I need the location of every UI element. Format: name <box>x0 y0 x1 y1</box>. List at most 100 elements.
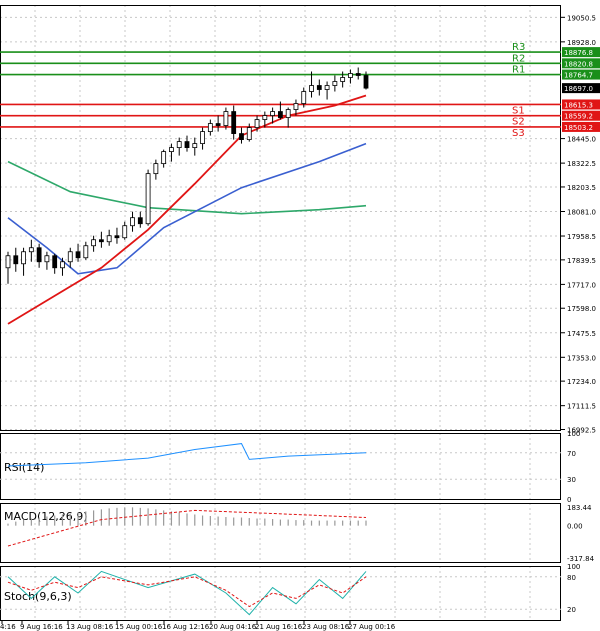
candle <box>67 247 73 268</box>
candle-body <box>106 235 112 243</box>
rsi-tick-label: 0 <box>567 496 571 504</box>
level-value-S1: 18615.3 <box>564 101 593 109</box>
level-tag-R3 <box>562 47 600 58</box>
candle <box>75 243 81 262</box>
candle <box>316 79 322 96</box>
candle <box>215 115 221 132</box>
rsi-line <box>7 443 367 467</box>
y-tick-label: 17353.0 <box>567 354 596 362</box>
current-price-label: 18697.0 <box>564 85 593 93</box>
candle <box>161 149 167 168</box>
grid <box>0 5 561 620</box>
candle <box>44 251 50 270</box>
candle <box>223 107 229 130</box>
candle <box>145 169 151 226</box>
candle-body <box>52 255 58 269</box>
ma-slow-line <box>7 160 367 215</box>
candle-body <box>309 85 314 92</box>
y-tick-label: 18081.0 <box>567 208 596 216</box>
candle <box>98 231 104 248</box>
y-tick-label: 17958.5 <box>567 233 596 241</box>
candle <box>363 71 369 90</box>
levels: R3 18876.8 R2 18820.8 R1 18764.7 S1 18615.3 S2 18… <box>0 42 600 139</box>
candle <box>324 81 330 100</box>
stoch-tick-label: 20 <box>567 606 576 614</box>
candle <box>207 119 213 136</box>
candle <box>355 67 361 80</box>
panel-borders <box>0 5 561 621</box>
candle-body <box>114 235 120 239</box>
macd-label: MACD(12,26,9) <box>4 510 88 523</box>
candle <box>231 105 237 140</box>
x-tick-label: 4:16 <box>0 623 16 631</box>
candle <box>184 135 190 152</box>
y-tick-label: 17598.0 <box>567 305 596 313</box>
candle-body <box>262 115 268 120</box>
level-name-R2: R2 <box>512 53 525 64</box>
level-tag-R2 <box>562 58 600 69</box>
level-name-S2: S2 <box>512 117 525 128</box>
candle <box>28 239 34 262</box>
macd-tick-label: -317.84 <box>567 555 595 563</box>
candle <box>293 99 299 116</box>
candle <box>192 137 198 156</box>
candle <box>122 221 128 240</box>
candle-body <box>75 251 81 259</box>
candle-body <box>169 147 174 153</box>
x-axis: 4:16 9 Aug 16:16 13 Aug 08:16 15 Aug 00:16 1… <box>0 620 396 631</box>
rsi-tick-label: 100 <box>567 430 580 438</box>
candle-body <box>254 119 260 128</box>
y-tick-label: 17234.0 <box>567 378 596 386</box>
candle-body <box>207 123 213 132</box>
level-name-R1: R1 <box>512 65 525 76</box>
x-tick-label: 20 Aug 04:16 <box>209 623 257 631</box>
candle <box>137 211 143 228</box>
panel-border-1 <box>0 433 561 500</box>
stoch-panel: Stoch(9,6,3) 100 80 20 <box>0 563 580 616</box>
candle-body <box>91 239 97 247</box>
y-tick-label: 17475.5 <box>567 330 596 338</box>
y-tick-label: 18445.0 <box>567 136 596 144</box>
level-tag-S1 <box>562 99 600 110</box>
candle-body <box>316 85 322 90</box>
candle-body <box>340 77 346 82</box>
candle-body <box>231 111 237 134</box>
candle <box>21 247 26 276</box>
candle <box>83 241 89 260</box>
candle-body <box>122 225 128 239</box>
y-tick-label: 17111.5 <box>567 403 596 411</box>
rsi-label: RSI(14) <box>4 461 44 474</box>
x-tick-label: 15 Aug 00:16 <box>115 623 163 631</box>
candle-body <box>36 247 42 263</box>
y-tick-label: 16992.5 <box>567 426 596 434</box>
candle-body <box>301 91 307 104</box>
candle-body <box>184 141 190 149</box>
candle-body <box>324 85 330 90</box>
ma-mid-line <box>7 142 367 275</box>
candle <box>153 159 159 180</box>
candles <box>5 67 369 284</box>
level-value-R2: 18820.8 <box>564 60 593 68</box>
candle <box>309 71 314 98</box>
candle-body <box>83 245 89 259</box>
candle-body <box>28 247 34 253</box>
candle-body <box>277 111 283 118</box>
x-tick-label: 16 Aug 12:16 <box>162 623 210 631</box>
candle-body <box>293 103 299 110</box>
stoch-tick-label: 100 <box>567 563 580 571</box>
candle-body <box>67 251 73 263</box>
candle-body <box>200 131 205 144</box>
x-tick-label: 23 Aug 08:16 <box>302 623 350 631</box>
candle <box>130 211 135 232</box>
stoch-label: Stoch(9,6,3) <box>4 590 72 603</box>
rsi-panel: RSI(14) 100 70 30 0 <box>0 430 580 504</box>
candle <box>106 229 112 246</box>
candle <box>169 143 174 162</box>
macd-signal-line <box>7 509 367 547</box>
x-tick-label: 9 Aug 16:16 <box>20 623 63 631</box>
level-name-R3: R3 <box>512 42 525 53</box>
moving-averages <box>7 94 367 325</box>
y-tick-label: 17717.0 <box>567 281 596 289</box>
candle-body <box>176 141 182 149</box>
